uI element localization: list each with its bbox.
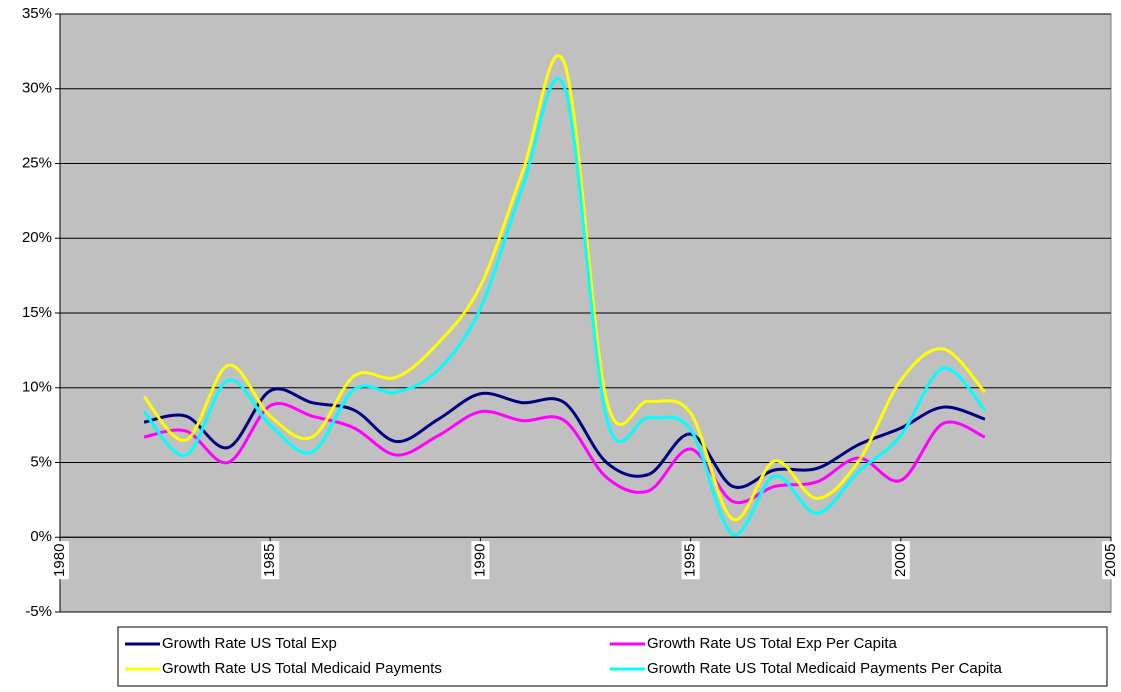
legend-label: Growth Rate US Total Medicaid Payments <box>162 660 442 677</box>
x-tick-label: 1990 <box>471 544 488 577</box>
x-tick-label-bg <box>51 541 69 580</box>
legend-label: Growth Rate US Total Exp <box>162 635 337 652</box>
legend-label: Growth Rate US Total Exp Per Capita <box>647 635 897 652</box>
x-tick-label: 2005 <box>1102 544 1119 577</box>
series-line <box>142 54 987 522</box>
y-tick-label: 15% <box>22 304 52 321</box>
y-tick-label: 10% <box>22 379 52 396</box>
x-tick-label: 2000 <box>892 544 909 577</box>
x-tick-label: 1985 <box>261 544 278 577</box>
x-tick-label-bg <box>891 541 910 580</box>
y-tick-label: 20% <box>22 229 52 246</box>
series-line <box>143 387 986 490</box>
series-line <box>143 402 986 505</box>
y-tick-label: 5% <box>30 453 52 470</box>
series-line <box>142 77 987 537</box>
y-tick-label: -5% <box>25 603 52 620</box>
legend-label: Growth Rate US Total Medicaid Payments P… <box>647 660 1003 677</box>
y-tick-label: 25% <box>22 154 52 171</box>
y-tick-label: 35% <box>22 5 52 22</box>
y-tick-label: 30% <box>22 80 52 97</box>
x-tick-label-bg <box>471 541 490 580</box>
y-tick-label: 0% <box>30 528 52 545</box>
x-tick-label-bg <box>1102 541 1120 580</box>
x-tick-label: 1995 <box>682 544 699 577</box>
x-tick-label-bg <box>261 541 280 580</box>
legend-box <box>117 626 1108 687</box>
x-tick-label-bg <box>681 541 700 580</box>
x-tick-label: 1980 <box>51 544 68 577</box>
